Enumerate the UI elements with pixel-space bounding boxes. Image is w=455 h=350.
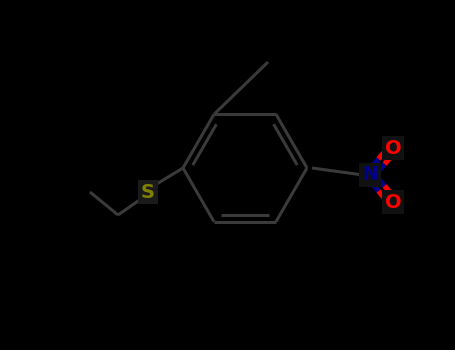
Text: O: O <box>384 139 401 158</box>
Text: O: O <box>384 193 401 211</box>
Text: N: N <box>362 166 378 184</box>
Text: S: S <box>141 182 155 202</box>
